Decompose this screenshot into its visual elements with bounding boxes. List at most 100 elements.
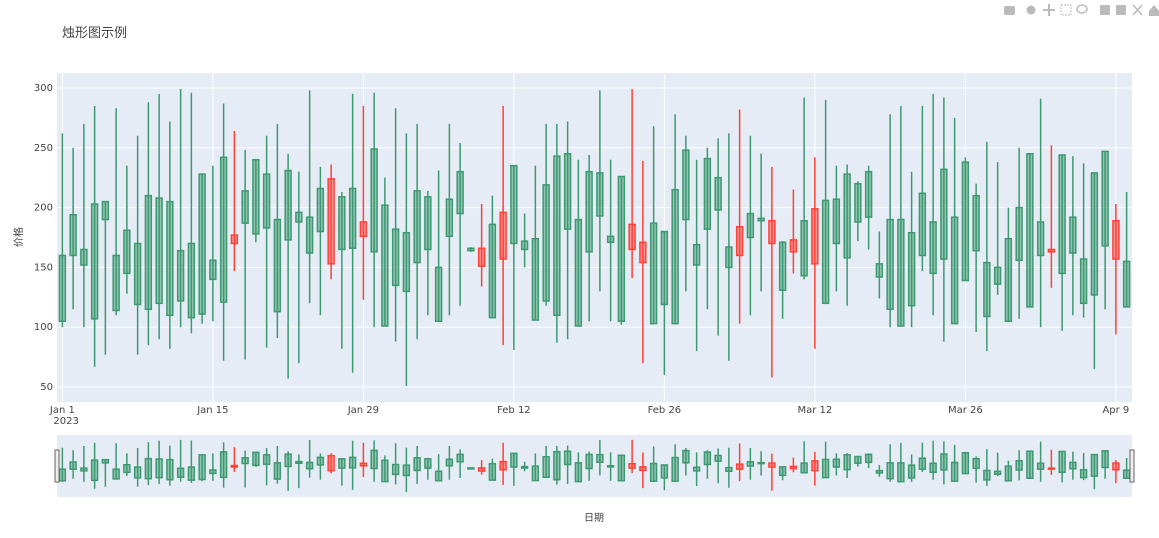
candle-body — [424, 196, 432, 251]
candle-body — [628, 462, 636, 469]
candle-body — [327, 454, 335, 472]
candle-body — [961, 161, 970, 282]
candle-body — [886, 218, 894, 311]
candle-body — [628, 223, 636, 251]
candle-body — [391, 463, 400, 476]
candle-body — [950, 216, 959, 325]
candle-body — [520, 240, 529, 251]
autoscale-icon[interactable] — [1132, 4, 1143, 16]
candle-body — [800, 220, 808, 277]
candle-body — [735, 225, 744, 257]
candle-body — [381, 459, 389, 483]
candle-body — [639, 466, 647, 472]
candle-body — [563, 153, 572, 230]
candle-body — [133, 242, 142, 306]
y-tick-label: 250 — [34, 143, 53, 154]
candle-body — [746, 461, 755, 467]
candle-body — [542, 184, 550, 302]
candle-body — [811, 460, 819, 472]
candle-body — [391, 228, 400, 287]
camera-icon[interactable] — [1004, 6, 1015, 15]
candle-body — [1079, 469, 1088, 479]
candle-body — [305, 461, 314, 470]
plot-area — [57, 73, 1132, 402]
x-tick-label: Apr 9 — [1102, 405, 1129, 416]
candle-body — [789, 465, 798, 470]
candle-body — [284, 169, 292, 241]
x-tick-label: Mar 12 — [797, 405, 832, 416]
y-tick-label: 50 — [40, 382, 53, 393]
lasso-icon[interactable] — [1076, 4, 1088, 14]
rangeslider-handle[interactable] — [1129, 449, 1135, 483]
candle-body — [348, 187, 357, 250]
candle-body — [144, 457, 153, 480]
candle-body — [864, 453, 873, 464]
candle-body — [714, 176, 722, 211]
candle-body — [510, 164, 518, 245]
candle-body — [209, 469, 217, 475]
reset-icon[interactable] — [1149, 5, 1159, 16]
candle-body — [90, 459, 99, 482]
zoom-out-icon[interactable] — [1116, 5, 1126, 15]
candle-body — [617, 175, 626, 322]
candle-body — [219, 156, 228, 303]
candle-body — [101, 458, 110, 464]
candle-body — [821, 199, 830, 305]
candle-body — [209, 259, 217, 281]
candle-body — [166, 200, 174, 317]
candle-body — [456, 170, 464, 215]
pan-icon[interactable] — [1043, 4, 1055, 16]
candle-body — [348, 456, 357, 469]
candle-body — [402, 231, 411, 293]
candle-body — [585, 453, 593, 470]
candle-body — [488, 223, 497, 319]
candle-body — [338, 458, 346, 469]
candle-body — [983, 261, 991, 318]
x-axis-title: 日期 — [584, 512, 604, 524]
candle-body — [252, 451, 260, 467]
candle-body — [832, 458, 841, 468]
zoom-in-icon[interactable] — [1100, 5, 1110, 15]
rangeslider-handle[interactable] — [54, 449, 60, 483]
candle-body — [499, 460, 507, 471]
candle-body — [918, 192, 927, 257]
candle-body — [918, 457, 927, 470]
candle-body — [574, 218, 583, 327]
candle-body — [1058, 450, 1066, 474]
candle-body — [80, 248, 88, 266]
candle-body — [273, 218, 282, 313]
candle-body — [198, 173, 206, 315]
candle-body — [746, 212, 755, 239]
candle-body — [413, 190, 421, 264]
zoom-icon[interactable] — [1026, 5, 1036, 15]
candle-body — [445, 458, 454, 467]
candle-body — [370, 449, 378, 470]
candle-body — [434, 266, 443, 322]
candle-body — [660, 464, 669, 479]
rangeslider[interactable] — [57, 435, 1132, 497]
candle-body — [381, 204, 389, 327]
candle-body — [69, 461, 77, 470]
candle-body — [854, 455, 862, 465]
candle-body — [252, 158, 260, 235]
candle-body — [961, 451, 970, 475]
candle-body — [843, 173, 851, 259]
candle-body — [606, 465, 615, 468]
candle-body — [897, 462, 905, 483]
chart-title: 烛形图示例 — [62, 26, 127, 41]
candle-body — [1090, 453, 1099, 477]
box-select-icon[interactable] — [1060, 4, 1072, 16]
candle-body — [671, 188, 679, 325]
candle-body — [714, 454, 722, 462]
candle-body — [649, 462, 658, 482]
modebar[interactable] — [1004, 4, 1159, 16]
candle-body — [370, 148, 378, 253]
x-tick-label: Mar 26 — [948, 405, 983, 416]
candle-body — [69, 214, 77, 257]
candle-body — [757, 217, 765, 222]
candle-body — [596, 172, 604, 217]
candle-body — [520, 465, 529, 469]
y-tick-label: 300 — [34, 83, 53, 94]
candle-body — [617, 454, 626, 482]
candle-body — [176, 467, 185, 478]
